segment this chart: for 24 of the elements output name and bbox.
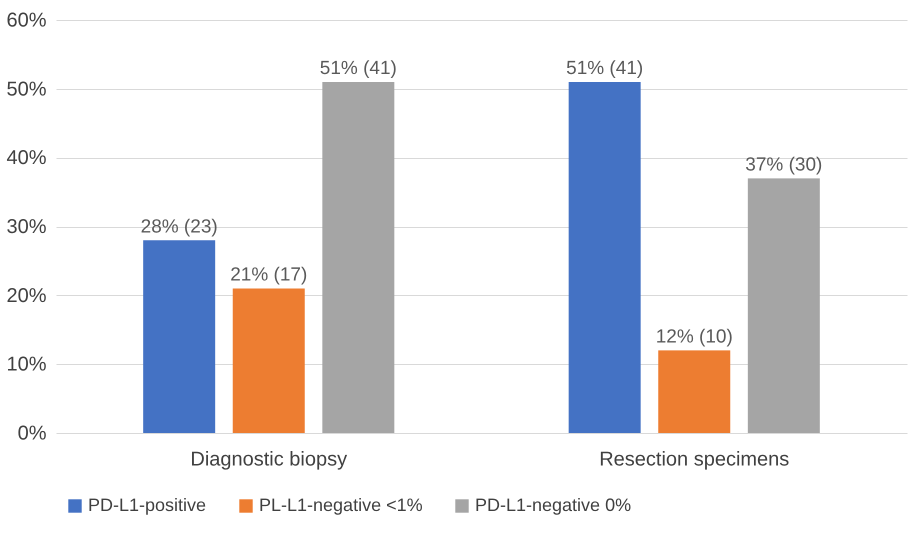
y-tick-label: 10% bbox=[6, 354, 47, 376]
x-tick-label: Diagnostic biopsy bbox=[190, 448, 348, 470]
data-label: 51% (41) bbox=[566, 58, 644, 79]
x-tick-label: Resection specimens bbox=[599, 448, 790, 470]
data-label: 28% (23) bbox=[140, 216, 218, 238]
bar bbox=[568, 82, 641, 433]
y-tick-label: 60% bbox=[6, 10, 47, 32]
bar bbox=[232, 288, 305, 433]
bar bbox=[322, 82, 394, 433]
y-tick-label: 50% bbox=[6, 78, 47, 100]
legend-label: PD-L1-negative 0% bbox=[475, 495, 632, 515]
bar bbox=[143, 240, 216, 433]
data-label: 51% (41) bbox=[320, 58, 397, 79]
y-tick-label: 40% bbox=[6, 147, 47, 170]
y-tick-label: 0% bbox=[18, 422, 47, 444]
data-label: 37% (30) bbox=[745, 154, 822, 176]
data-label: 12% (10) bbox=[656, 326, 733, 348]
y-tick-label: 30% bbox=[6, 216, 47, 238]
bar bbox=[658, 350, 730, 433]
bar bbox=[748, 178, 820, 433]
legend-label: PL-L1-negative <1% bbox=[259, 495, 423, 515]
y-tick-label: 20% bbox=[6, 284, 47, 307]
legend-label: PD-L1-positive bbox=[88, 495, 206, 515]
data-label: 21% (17) bbox=[230, 264, 308, 286]
